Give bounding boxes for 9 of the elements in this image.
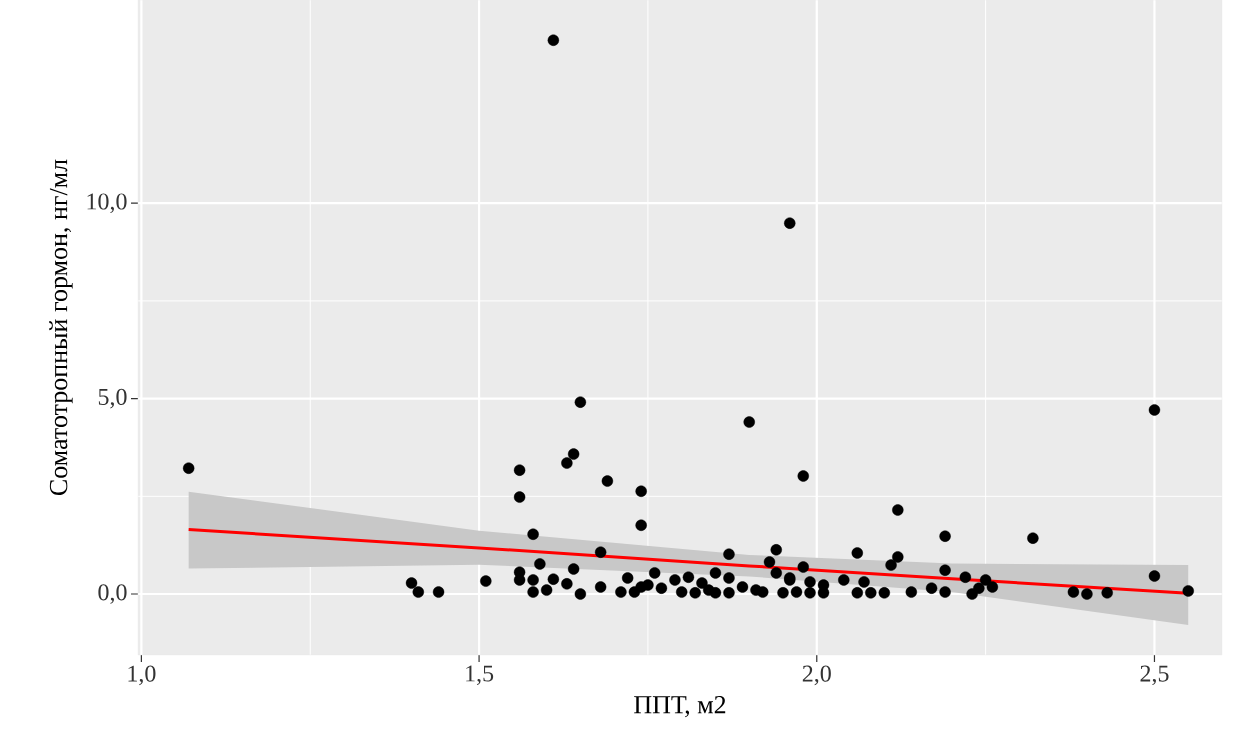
x-tick-label: 1,5 — [466, 665, 494, 686]
x-tick-label: 2,0 — [802, 665, 831, 686]
x-tick-label: 1,0 — [128, 665, 156, 686]
y-tick-label: 0,0 — [98, 584, 127, 604]
y-axis-title: Соматотропный гормон, нг/мл — [49, 159, 73, 496]
x-axis-title: ППТ, м2 — [634, 696, 726, 718]
y-tick-label: 5,0 — [98, 388, 127, 409]
y-tick-label: 10,0 — [87, 193, 127, 214]
x-tick-label: 2,5 — [1140, 665, 1169, 686]
